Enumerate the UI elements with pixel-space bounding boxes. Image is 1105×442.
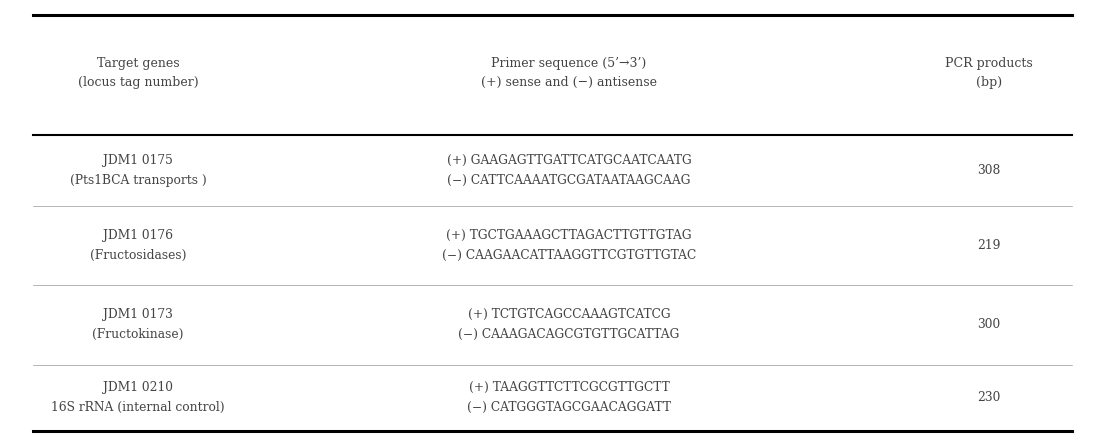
Text: 300: 300 — [977, 318, 1001, 332]
Text: JDM1 0175
(Pts1BCA transports ): JDM1 0175 (Pts1BCA transports ) — [70, 154, 207, 187]
Text: Target genes
(locus tag number): Target genes (locus tag number) — [77, 57, 199, 89]
Text: 219: 219 — [977, 239, 1001, 252]
Text: JDM1 0176
(Fructosidases): JDM1 0176 (Fructosidases) — [90, 229, 187, 262]
Text: Primer sequence (5’→3’)
(+) sense and (−) antisense: Primer sequence (5’→3’) (+) sense and (−… — [481, 57, 657, 89]
Text: JDM1 0173
(Fructokinase): JDM1 0173 (Fructokinase) — [93, 309, 183, 341]
Text: 308: 308 — [977, 164, 1001, 177]
Text: (+) TCTGTCAGCCAAAGTCATCG
(−) CAAAGACAGCGTGTTGCATTAG: (+) TCTGTCAGCCAAAGTCATCG (−) CAAAGACAGCG… — [459, 309, 680, 341]
Text: (+) GAAGAGTTGATTCATGCAATCAATG
(−) CATTCAAAATGCGATAATAAGCAAG: (+) GAAGAGTTGATTCATGCAATCAATG (−) CATTCA… — [446, 154, 692, 187]
Text: 230: 230 — [977, 391, 1001, 404]
Text: JDM1 0210
16S rRNA (internal control): JDM1 0210 16S rRNA (internal control) — [51, 381, 225, 414]
Text: PCR products
(bp): PCR products (bp) — [945, 57, 1033, 89]
Text: (+) TAAGGTTCTTCGCGTTGCTT
(−) CATGGGTAGCGAACAGGATT: (+) TAAGGTTCTTCGCGTTGCTT (−) CATGGGTAGCG… — [467, 381, 671, 414]
Text: (+) TGCTGAAAGCTTAGACTTGTTGTAG
(−) CAAGAACATTAAGGTTCGTGTTGTAC: (+) TGCTGAAAGCTTAGACTTGTTGTAG (−) CAAGAA… — [442, 229, 696, 262]
